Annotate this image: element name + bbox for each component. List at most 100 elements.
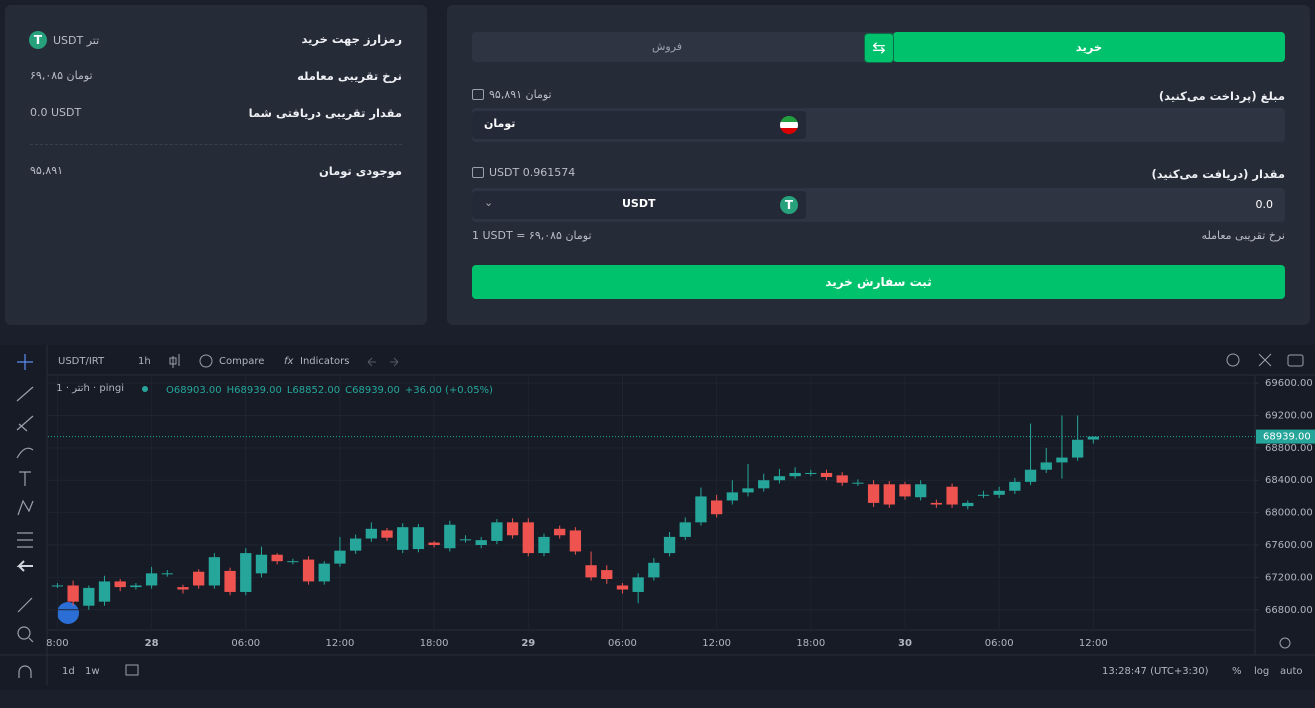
candle-body	[145, 573, 158, 586]
auto-toggle[interactable]: auto	[1280, 666, 1303, 677]
legend-symbol: تتر · 1h · pingi	[56, 383, 124, 394]
y-tick-label: 66800.00	[1265, 605, 1313, 616]
candle-body	[412, 527, 425, 550]
candle-body	[397, 527, 409, 550]
date-range-icon[interactable]	[125, 664, 139, 676]
chart-type-icon[interactable]	[169, 354, 180, 368]
candle-body	[758, 480, 770, 489]
candle-body	[616, 585, 629, 590]
wallet-icon	[472, 167, 484, 178]
receive-balance-box: USDT 0.961574	[472, 166, 575, 179]
y-tick-label: 68800.00	[1265, 443, 1313, 454]
pay-currency-select[interactable]: تومان	[472, 111, 806, 139]
candle-body	[663, 536, 676, 554]
range-button[interactable]: 1w	[85, 666, 100, 677]
wallet-icon	[472, 89, 484, 100]
x-tick-label: 12:00	[1079, 638, 1108, 649]
symbol[interactable]: USDT/IRT	[58, 356, 105, 367]
candle-body	[773, 476, 786, 481]
coin-value: T تتر USDT	[29, 31, 99, 49]
divider	[30, 144, 402, 145]
candle-body	[867, 484, 880, 503]
candle-body	[506, 522, 519, 536]
candle-body	[789, 472, 801, 477]
compare[interactable]: Compare	[219, 356, 264, 367]
candle-body	[67, 585, 79, 602]
candle-body	[601, 570, 613, 579]
compare-icon[interactable]	[199, 354, 213, 368]
candle-body	[98, 581, 111, 602]
settings-icon[interactable]	[1226, 353, 1240, 367]
candle-body	[679, 522, 691, 537]
submit-button[interactable]: ثبت سفارش خرید	[472, 265, 1285, 299]
swap-button[interactable]: ⇆	[864, 33, 894, 63]
y-tick-label: 69600.00	[1265, 378, 1313, 389]
candle-body	[334, 550, 346, 564]
undo-redo[interactable]	[367, 357, 399, 367]
candle-body	[632, 577, 644, 592]
buy-tab[interactable]: خرید	[893, 32, 1285, 62]
indicators[interactable]: Indicators	[300, 356, 349, 367]
chevron: ⌄	[484, 196, 494, 209]
candle-body	[569, 530, 582, 552]
chart-footer: 1d 1w 13:28:47 (UTC+3:30) % log auto	[62, 664, 1303, 677]
y-tick-label: 69200.00	[1265, 410, 1313, 421]
ohlc-legend: C68939.00	[345, 385, 400, 396]
candle-body	[695, 496, 707, 523]
receive-currency-select[interactable]: T USDT ⌄	[472, 191, 806, 219]
indicators-icon[interactable]: fx	[284, 356, 294, 367]
tether-icon: T	[29, 31, 47, 49]
rate-label: نرخ تقریبی معامله	[1201, 229, 1285, 242]
candle-body	[349, 538, 362, 551]
receive-amount: 0.0	[1255, 198, 1274, 211]
axis-settings-icon[interactable]	[1279, 637, 1291, 649]
drawing-tools[interactable]	[16, 354, 34, 678]
candle-body	[585, 565, 597, 578]
fullscreen-icon[interactable]	[1258, 353, 1272, 367]
receive-currency: USDT	[622, 197, 656, 210]
range-button[interactable]: 1d	[62, 666, 75, 677]
x-tick-label: 06:00	[608, 638, 637, 649]
candle-body	[365, 528, 377, 539]
candle-body	[1056, 457, 1068, 463]
interval[interactable]: 1h	[138, 356, 151, 367]
candle-body	[946, 486, 958, 505]
price-label: 68939.00	[1263, 432, 1311, 443]
price-label-box	[1256, 429, 1315, 444]
balance-label: موجودی تومان	[318, 164, 402, 178]
log-toggle[interactable]: log	[1254, 666, 1269, 677]
candle-body	[1040, 462, 1052, 470]
candle-body	[805, 472, 817, 474]
candle-body	[240, 553, 252, 592]
logo	[57, 602, 79, 624]
iran-flag	[780, 116, 798, 134]
sell-tab[interactable]: فروش	[651, 40, 683, 53]
x-tick-label: 12:00	[702, 638, 731, 649]
x-tick-label: 18:00	[796, 638, 825, 649]
candle-body	[114, 581, 126, 588]
legend-dot	[142, 386, 148, 392]
pay-currency: تومان	[484, 117, 516, 130]
snapshot-icon[interactable]	[1287, 354, 1304, 367]
y-tick-label: 67600.00	[1265, 540, 1313, 551]
clock: 13:28:47 (UTC+3:30)	[1102, 666, 1209, 677]
candle-body	[538, 536, 550, 554]
ohlc-legend: O68903.00	[166, 385, 222, 396]
candle-body	[710, 500, 723, 515]
candle-body	[1071, 439, 1084, 458]
ohlc-legend: +36.00 (+0.05%)	[405, 385, 493, 396]
candle-body	[1024, 469, 1037, 482]
chart-toolbar: USDT/IRT 1h Compare fx Indicators	[58, 353, 1304, 649]
row-value: تتر USDT	[53, 33, 100, 47]
candle-body	[381, 530, 393, 538]
candle-body	[428, 542, 440, 545]
receive-label: مقدار (دریافت می‌کنید)	[1151, 167, 1285, 181]
x-tick-label: 06:00	[985, 638, 1014, 649]
candle-body	[1009, 481, 1021, 491]
trade-panel: خرید فروش ⇆ مبلغ (پرداخت می‌کنید) تومان …	[447, 5, 1310, 325]
percent-toggle[interactable]: %	[1232, 666, 1242, 677]
candle-body	[255, 554, 268, 574]
x-tick-label: 18:00	[420, 638, 449, 649]
candle-body	[1087, 436, 1099, 440]
x-tick-label: 28	[145, 638, 159, 649]
